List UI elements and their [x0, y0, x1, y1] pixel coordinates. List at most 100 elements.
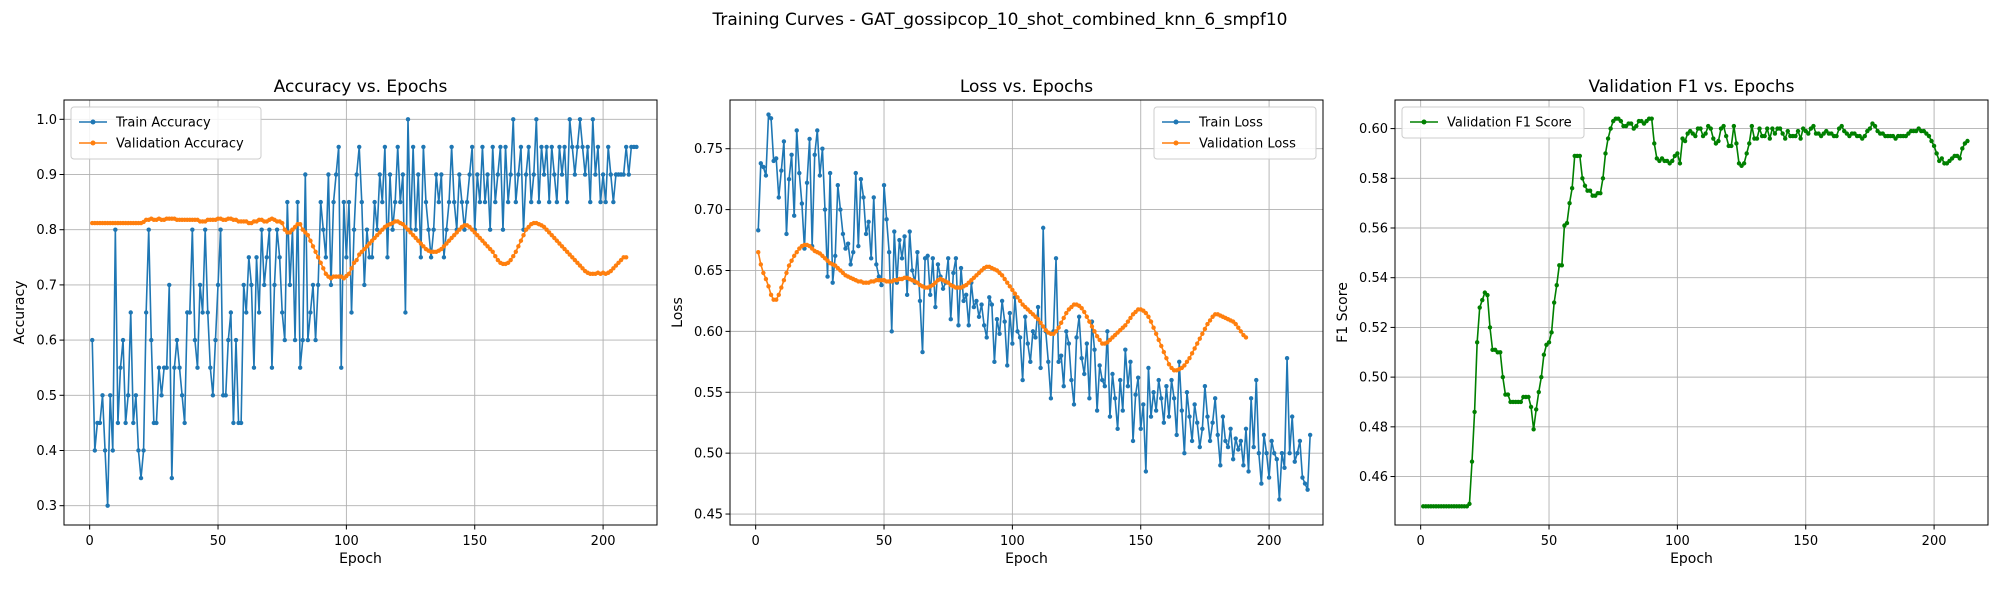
- y-tick-label: 0.56: [1359, 221, 1388, 236]
- data-point: [526, 224, 531, 230]
- data-point: [1156, 377, 1161, 383]
- data-point: [1187, 414, 1192, 419]
- data-point: [90, 337, 95, 343]
- data-point: [1118, 377, 1123, 383]
- data-point: [1716, 138, 1721, 144]
- data-point: [1189, 438, 1195, 444]
- legend-swatch-marker: [1173, 140, 1179, 146]
- data-point: [881, 183, 887, 188]
- data-point: [1675, 151, 1680, 156]
- data-point: [469, 144, 475, 150]
- data-point: [613, 263, 619, 268]
- data-point: [1834, 133, 1839, 139]
- data-point: [966, 323, 971, 328]
- data-point: [1182, 363, 1187, 368]
- data-point: [1297, 438, 1303, 444]
- data-point: [1177, 359, 1182, 365]
- data-point: [218, 227, 223, 232]
- data-point: [1002, 276, 1007, 282]
- data-point: [1467, 501, 1472, 507]
- data-point: [1112, 396, 1118, 401]
- data-point: [1480, 297, 1485, 303]
- data-point: [1767, 136, 1773, 141]
- data-point: [1053, 256, 1059, 261]
- data-point: [164, 365, 169, 370]
- data-point: [1272, 450, 1277, 456]
- y-axis-label: F1 Score: [1335, 282, 1351, 343]
- data-point: [310, 244, 316, 249]
- data-point: [254, 255, 259, 260]
- data-point: [141, 448, 146, 453]
- data-point: [305, 337, 311, 343]
- data-point: [156, 365, 162, 370]
- data-point: [1138, 426, 1143, 431]
- data-point: [167, 282, 172, 288]
- data-point: [297, 365, 303, 370]
- chart-title: Validation F1 vs. Epochs: [1589, 77, 1795, 97]
- data-point: [570, 144, 575, 150]
- data-point: [1929, 138, 1934, 144]
- data-point: [1202, 383, 1208, 389]
- data-point: [513, 199, 519, 205]
- data-point: [756, 250, 761, 255]
- data-point: [534, 117, 539, 122]
- data-point: [1064, 329, 1069, 334]
- data-point: [410, 144, 416, 150]
- data-point: [1087, 396, 1092, 401]
- data-point: [979, 302, 984, 307]
- data-point: [1102, 383, 1108, 389]
- data-point: [97, 420, 103, 426]
- data-point: [439, 246, 444, 252]
- data-point: [182, 420, 187, 426]
- data-point: [477, 199, 483, 205]
- data-point: [889, 329, 894, 334]
- data-point: [369, 255, 375, 260]
- data-point: [1711, 136, 1716, 141]
- data-point: [585, 144, 590, 150]
- data-point: [1783, 136, 1788, 141]
- data-point: [346, 271, 352, 277]
- data-point: [1156, 337, 1161, 343]
- data-point: [1182, 450, 1187, 456]
- data-point: [1192, 346, 1197, 351]
- data-point: [390, 227, 395, 232]
- data-point: [421, 144, 426, 150]
- data-point: [1171, 396, 1177, 401]
- data-point: [482, 241, 488, 246]
- data-point: [511, 254, 516, 259]
- data-point: [1115, 426, 1120, 431]
- data-point: [1094, 334, 1100, 339]
- data-point: [1038, 320, 1043, 326]
- data-point: [1200, 331, 1205, 337]
- data-point: [940, 286, 946, 291]
- data-point: [323, 271, 329, 277]
- data-point: [1777, 126, 1783, 131]
- data-point: [910, 268, 915, 273]
- data-point: [1765, 126, 1770, 131]
- data-point: [820, 146, 825, 151]
- data-point: [1089, 324, 1095, 329]
- data-point: [92, 448, 98, 453]
- data-point: [487, 246, 493, 252]
- data-point: [1125, 319, 1131, 324]
- data-point: [251, 365, 257, 370]
- data-point: [1053, 329, 1059, 334]
- data-point: [469, 227, 475, 232]
- data-point: [521, 233, 526, 238]
- data-point: [452, 233, 457, 238]
- data-point: [518, 144, 524, 150]
- data-point: [287, 230, 293, 235]
- data-point: [1002, 319, 1007, 324]
- data-point: [305, 233, 311, 238]
- data-point: [621, 172, 626, 177]
- series-line-1: [91, 118, 637, 507]
- data-point: [1300, 475, 1305, 480]
- data-point: [848, 262, 853, 267]
- data-point: [892, 229, 897, 234]
- data-point: [1205, 321, 1210, 327]
- data-point: [1207, 438, 1213, 444]
- data-point: [333, 172, 339, 177]
- data-point: [1546, 340, 1552, 345]
- data-point: [917, 298, 923, 304]
- x-tick-label: 200: [1257, 534, 1282, 549]
